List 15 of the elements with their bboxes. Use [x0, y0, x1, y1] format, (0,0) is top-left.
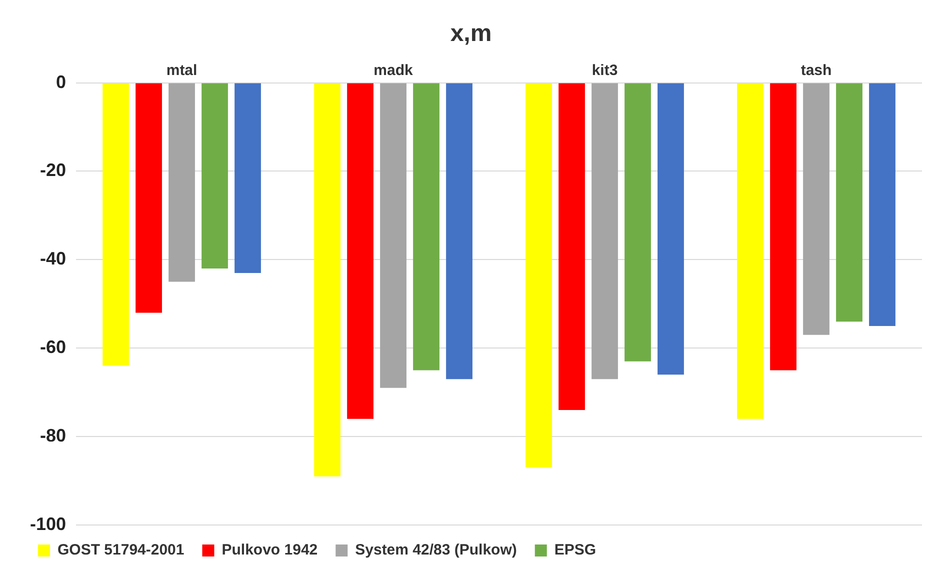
y-tick-label: -20: [40, 160, 66, 180]
legend-label: Pulkovo 1942: [222, 542, 318, 559]
x-tick-label: kit3: [592, 62, 618, 79]
x-tick-label: mtal: [166, 62, 198, 79]
y-tick-label: -100: [30, 514, 66, 534]
chart-title: x,m: [450, 20, 492, 48]
legend-label: GOST 51794-2001: [58, 542, 184, 559]
legend-label: System 42/83 (Pulkow): [355, 542, 517, 559]
y-tick-label: 0: [56, 72, 66, 92]
y-tick-label: -80: [40, 426, 66, 446]
y-tick-label: -60: [40, 337, 66, 358]
x-tick-label: tash: [800, 62, 832, 79]
legend-label: EPSG: [554, 542, 596, 559]
y-tick-label: -40: [40, 248, 66, 269]
x-tick-label: madk: [374, 62, 414, 79]
